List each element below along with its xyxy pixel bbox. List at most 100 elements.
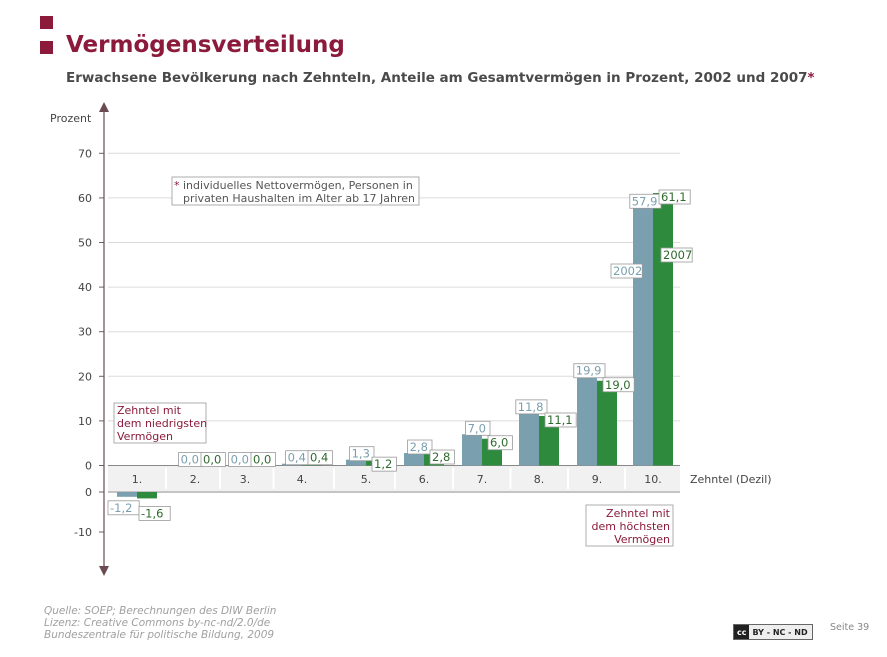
y-tick-label: 70 [78, 147, 92, 160]
value-label-2007-box [307, 450, 333, 466]
category-label: 5. [361, 473, 372, 486]
cc-logo: cc [734, 625, 750, 639]
value-label-2007-box [429, 449, 455, 465]
value-label-2007: 0,0 [253, 453, 271, 467]
chart-subtitle: Erwachsene Bevölkerung nach Zehnteln, An… [66, 70, 815, 86]
bar-2002 [462, 434, 482, 466]
lowest-decile-label: dem niedrigsten [117, 417, 207, 430]
value-label-2002: 0,0 [181, 453, 199, 467]
category-label: 4. [297, 473, 308, 486]
series-label-2007-box [660, 247, 693, 263]
value-label-2002: 11,8 [518, 400, 544, 414]
bar-2007 [653, 192, 673, 466]
title-marker [40, 41, 53, 54]
page-number: Seite 39 [830, 622, 870, 633]
value-label-2007-box [200, 452, 226, 467]
category-label: 7. [477, 473, 488, 486]
value-label-2007: 1,2 [374, 457, 392, 471]
value-label-2002-box [573, 363, 606, 379]
value-label-2007-box [138, 505, 171, 521]
y-tick-label: 40 [78, 281, 92, 294]
note-line: individuelles Nettovermögen, Personen in [183, 179, 413, 192]
y-tick-label: 0 [85, 486, 92, 499]
source-line: Quelle: SOEP; Berechnungen des DIW Berli… [44, 605, 277, 617]
bar-2007 [597, 380, 617, 466]
value-label-2002: 0,4 [288, 451, 306, 465]
bar-2002 [404, 453, 424, 466]
value-label-2007: 19,0 [605, 378, 631, 392]
y-tick-label: 50 [78, 237, 92, 250]
value-label-2002: 7,0 [468, 421, 486, 435]
y-tick-label: 0 [85, 460, 92, 473]
value-label-2007: 0,4 [310, 451, 328, 465]
y-tick-label: 30 [78, 326, 92, 339]
value-label-2002: 19,9 [576, 364, 602, 378]
bar-2002 [346, 459, 366, 466]
series-label-2002-box [610, 263, 643, 279]
lowest-decile-label: Zehntel mit [117, 404, 182, 417]
value-label-2007: 61,1 [661, 190, 687, 204]
value-label-2002: 0,0 [231, 453, 249, 467]
series-label-2007: 2007 [663, 248, 692, 262]
category-label: 8. [534, 473, 545, 486]
category-label: 9. [592, 473, 603, 486]
source-notes: Quelle: SOEP; Berechnungen des DIW Berli… [44, 605, 276, 641]
y-tick-label: 10 [78, 415, 92, 428]
highest-decile-label: Vermögen [614, 533, 670, 546]
value-label-2007-box [250, 452, 276, 467]
publisher-line: Bundeszentrale für politische Bildung, 2… [44, 629, 275, 641]
lowest-decile-box [113, 402, 207, 444]
bar-2002 [633, 207, 653, 466]
lowest-decile-label: Vermögen [117, 430, 173, 443]
y-axis-arrow-up [99, 102, 109, 112]
value-label-2007-box [544, 412, 577, 428]
bar-2002 [519, 412, 539, 466]
note-star: * [174, 179, 180, 192]
license-badge: cc BY - NC - ND [733, 624, 813, 640]
value-label-2007-box [487, 435, 513, 451]
category-label: 3. [240, 473, 251, 486]
note-line: privaten Haushalten im Alter ab 17 Jahre… [183, 192, 415, 205]
bar-chart: 0 10 20 30 40 50 60 70 0 -10 Prozent 1. 2. 3. 4. 5. 6. 7.… [50, 102, 772, 576]
license-badge-text: BY - NC - ND [752, 627, 808, 637]
highest-decile-label: dem höchsten [592, 520, 670, 533]
bar-2007 [539, 415, 559, 466]
value-label-2002: 1,3 [352, 447, 370, 461]
value-label-2007: 0,0 [203, 453, 221, 467]
bar-2002 [577, 376, 597, 466]
category-label: 6. [419, 473, 430, 486]
value-label-2007-box [658, 189, 691, 205]
value-label-2002: 2,8 [410, 440, 428, 454]
y-tick-label: -10 [74, 526, 92, 539]
y-tick-label: 20 [78, 370, 92, 383]
page-title: Vermögensverteilung [66, 32, 345, 58]
highest-decile-box [585, 504, 674, 547]
subtitle-star: * [807, 70, 815, 86]
subtitle-text: Erwachsene Bevölkerung nach Zehnteln, An… [66, 70, 808, 86]
value-label-2002-box [349, 446, 375, 462]
value-label-2002-box [465, 420, 491, 436]
value-label-2002: -1,2 [110, 501, 132, 515]
value-label-2002-box [515, 399, 548, 415]
y-axis-arrow-down [99, 566, 109, 576]
category-label: 10. [644, 473, 662, 486]
series-label-2002: 2002 [613, 264, 642, 278]
category-label: 2. [190, 473, 201, 486]
value-label-2007-box [602, 377, 635, 393]
title-marker-top [40, 16, 53, 29]
value-label-2007: -1,6 [141, 506, 163, 520]
value-label-2007-box [371, 456, 397, 472]
x-axis-label: Zehntel (Dezil) [690, 473, 772, 486]
value-label-2007: 2,8 [432, 450, 450, 464]
value-label-2002: 57,9 [632, 194, 658, 208]
category-label: 1. [132, 473, 143, 486]
highest-decile-label: Zehntel mit [606, 507, 671, 520]
bar-2007 [137, 492, 157, 499]
y-tick-label: 60 [78, 192, 92, 205]
value-label-2002-box [407, 439, 433, 455]
value-label-2007: 6,0 [490, 436, 508, 450]
y-axis-label: Prozent [50, 112, 92, 125]
note-box [171, 176, 420, 206]
bar-2002 [117, 492, 137, 497]
value-label-2007: 11,1 [547, 413, 573, 427]
